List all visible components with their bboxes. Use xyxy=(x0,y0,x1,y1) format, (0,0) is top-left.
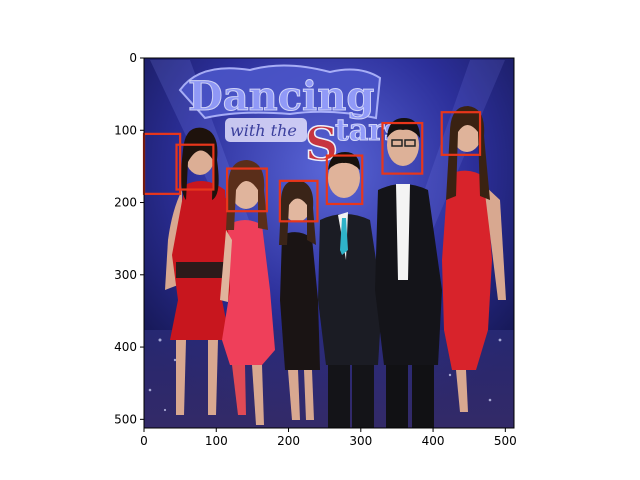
person-2 xyxy=(220,160,275,425)
y-tick-label: 200 xyxy=(114,196,137,210)
backdrop-logo-text: Dancing xyxy=(188,73,374,120)
y-tick-label: 0 xyxy=(129,51,137,65)
backdrop-logo: Dancing with the S tars xyxy=(178,64,402,172)
x-tick-label: 200 xyxy=(277,434,300,448)
y-tick-label: 500 xyxy=(114,412,137,426)
y-tick-label: 400 xyxy=(114,340,137,354)
face-box-3 xyxy=(226,167,268,213)
face-box-6 xyxy=(381,121,424,175)
y-tick-label: 100 xyxy=(114,123,137,137)
photo: Dancing with the S tars xyxy=(144,58,514,428)
face-box-2 xyxy=(175,143,215,191)
person-3 xyxy=(279,180,320,420)
face-box-5 xyxy=(325,154,364,206)
person-4 xyxy=(318,152,382,428)
x-tick-label: 400 xyxy=(422,434,445,448)
face-box-4 xyxy=(278,179,319,223)
person-5 xyxy=(375,118,442,428)
x-axis: 0 100 200 300 400 500 xyxy=(140,428,517,448)
face-box-7 xyxy=(440,111,482,156)
x-tick-label: 100 xyxy=(205,434,228,448)
axes-frame xyxy=(143,57,515,429)
x-tick-label: 500 xyxy=(494,434,517,448)
y-axis: 0 100 200 300 400 500 xyxy=(114,51,144,426)
face-detection-boxes xyxy=(142,111,482,223)
backdrop-logo-subtext: with the xyxy=(230,121,297,140)
x-tick-label: 300 xyxy=(349,434,372,448)
y-tick-label: 300 xyxy=(114,268,137,282)
x-tick-label: 0 xyxy=(140,434,148,448)
